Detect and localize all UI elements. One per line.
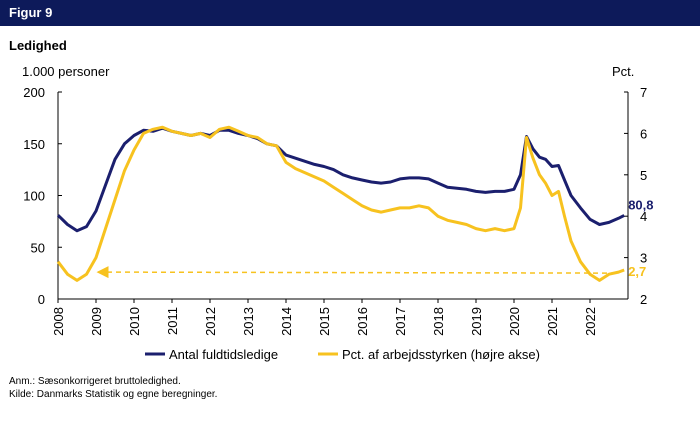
x-tick-label: 2015 <box>317 307 332 336</box>
right-tick-label: 2 <box>640 292 647 307</box>
series-line-1 <box>56 126 625 233</box>
tick-labels: 1.000 personer Pct. 0 50 100 150 200 2 3 4 5 6 7 2008… <box>22 64 647 336</box>
plot-area: 80,8 2,7 <box>56 125 654 282</box>
left-tick-label: 100 <box>23 189 45 204</box>
note-kilde: Kilde: Danmarks Statistik og egne beregn… <box>9 389 218 400</box>
left-tick-label: 50 <box>31 240 45 255</box>
x-tick-label: 2011 <box>165 307 180 335</box>
x-tick-label: 2010 <box>127 307 142 336</box>
right-tick-label: 5 <box>640 168 647 183</box>
right-axis-unit: Pct. <box>612 64 634 79</box>
chart-title: Ledighed <box>9 38 67 53</box>
figure-banner: Figur 9 <box>0 0 700 26</box>
legend-label-1: Antal fuldtidsledige <box>169 347 278 362</box>
x-tick-label: 2017 <box>393 307 408 336</box>
right-tick-label: 4 <box>640 209 647 224</box>
x-tick-label: 2014 <box>279 307 294 336</box>
chart-axes <box>57 91 629 303</box>
x-tick-label: 2022 <box>583 307 598 336</box>
x-tick-label: 2018 <box>431 307 446 336</box>
x-tick-label: 2016 <box>355 307 370 336</box>
left-tick-label: 150 <box>23 137 45 152</box>
figure-label: Figur 9 <box>9 5 53 20</box>
x-tick-label: 2020 <box>507 307 522 336</box>
right-tick-label: 7 <box>640 85 647 100</box>
series-end-label-2: 2,7 <box>628 264 646 279</box>
x-tick-label: 2009 <box>89 307 104 336</box>
chart-notes: Anm.: Sæsonkorrigeret bruttoledighed. Ki… <box>9 375 217 401</box>
series-end-label-1: 80,8 <box>628 197 653 212</box>
x-tick-label: 2008 <box>51 307 66 336</box>
legend-label-2: Pct. af arbejdsstyrken (højre akse) <box>342 347 540 362</box>
right-tick-label: 3 <box>640 251 647 266</box>
x-tick-label: 2019 <box>469 307 484 336</box>
x-tick-label: 2012 <box>203 307 218 336</box>
x-tick-label: 2013 <box>241 307 256 336</box>
left-tick-label: 0 <box>38 292 45 307</box>
left-tick-label: 200 <box>23 85 45 100</box>
x-tick-label: 2021 <box>545 307 560 336</box>
note-anm: Anm.: Sæsonkorrigeret bruttoledighed. <box>9 376 181 387</box>
chart-legend: Antal fuldtidsledige Pct. af arbejdsstyrk… <box>145 347 540 362</box>
series-line-2 <box>56 125 625 282</box>
reference-dashed-line <box>96 266 619 279</box>
left-axis-unit: 1.000 personer <box>22 64 110 79</box>
right-tick-label: 6 <box>640 126 647 141</box>
